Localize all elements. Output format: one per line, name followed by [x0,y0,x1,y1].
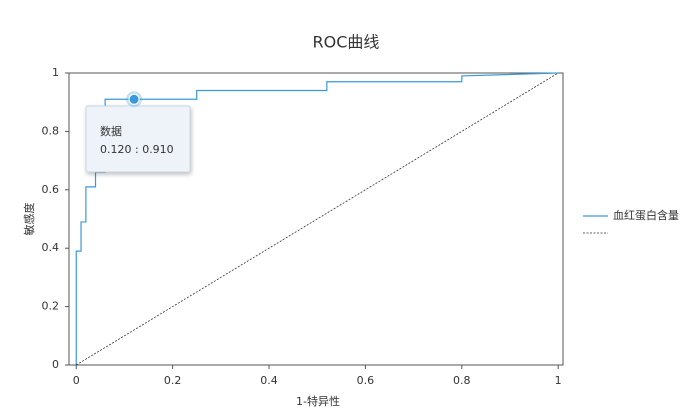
y-tick-label: 0.6 [42,183,60,196]
x-axis-title: 1-特异性 [296,394,340,408]
y-tick-label: 0.4 [42,241,60,254]
x-tick-label: 0.8 [453,374,471,387]
x-tick-label: 0 [73,374,80,387]
tooltip-title: 数据 [100,124,122,138]
y-tick-label: 0 [52,358,59,371]
chart-title: ROC曲线 [313,33,380,52]
legend-label: 血红蛋白含量 [613,208,679,222]
tooltip-box [85,105,191,173]
highlight-point [128,93,140,105]
y-tick-label: 1 [52,66,59,79]
x-tick-label: 0.2 [164,374,182,387]
y-axis-title: 敏感度 [22,203,36,236]
x-tick-label: 1 [555,374,562,387]
x-tick-label: 0.6 [357,374,375,387]
series-line [76,72,559,366]
y-tick-label: 0.2 [42,300,60,313]
x-tick-label: 0.4 [260,374,278,387]
tooltip-text: 0.120 : 0.910 [100,143,174,156]
y-tick-label: 0.8 [42,124,60,137]
plot-frame [68,72,564,366]
tooltip-pointer [126,106,139,108]
